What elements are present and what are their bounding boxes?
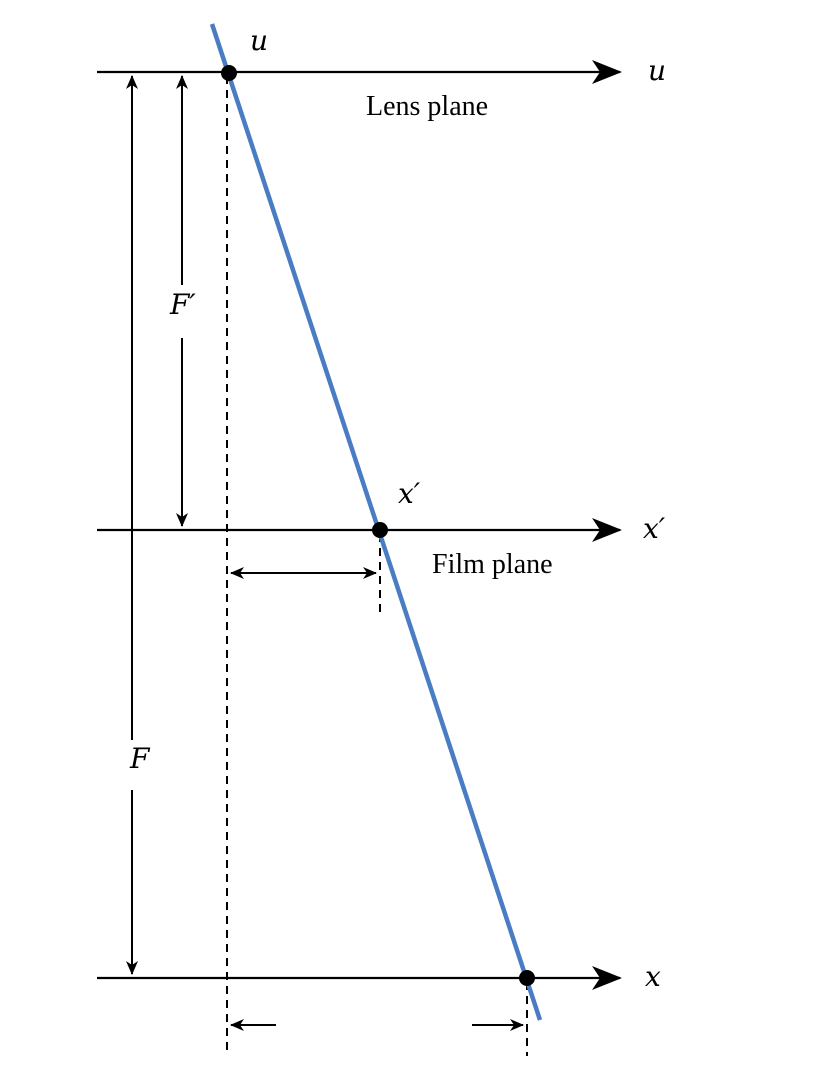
point-u xyxy=(221,65,237,81)
label-film-plane: Film plane xyxy=(432,549,553,580)
label-x-prime-axis: x′ xyxy=(643,512,666,545)
label-u-axis: u xyxy=(648,54,666,87)
label-f-prime: F′ xyxy=(169,288,196,321)
label-x-prime-point: x′ xyxy=(398,477,421,510)
point-x-prime xyxy=(372,522,388,538)
point-x xyxy=(519,970,535,986)
label-u-point: u xyxy=(250,24,268,57)
label-lens-plane: Lens plane xyxy=(366,91,488,122)
light-ray xyxy=(209,23,543,1021)
label-f: F xyxy=(129,742,151,775)
label-x-axis: x xyxy=(645,960,661,993)
